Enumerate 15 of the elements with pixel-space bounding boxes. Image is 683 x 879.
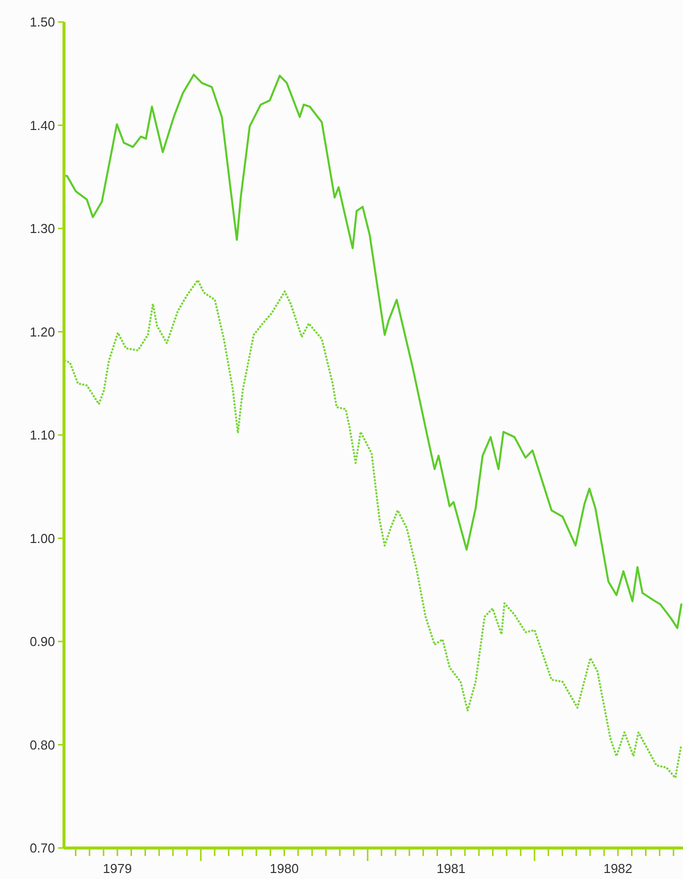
- line-series: [64, 74, 682, 630]
- x-tick-label: 1980: [270, 861, 299, 876]
- y-tick-label: 0.70: [30, 840, 55, 856]
- y-tick-label: 0.80: [30, 737, 55, 752]
- y-tick-label: 1.00: [30, 530, 55, 546]
- y-tick-label: 1.30: [30, 221, 55, 236]
- x-tick-label: 1982: [603, 861, 632, 876]
- y-tick-label: 1.50: [30, 14, 55, 30]
- y-tick-label: 1.10: [30, 428, 55, 443]
- y-tick-label: 1.20: [30, 324, 55, 340]
- x-tick-label: 1981: [436, 861, 466, 876]
- x-tick-label: 1979: [102, 861, 132, 876]
- line-series: [64, 279, 682, 779]
- y-tick-label: 1.40: [30, 118, 55, 133]
- y-tick-label: 0.90: [30, 634, 55, 650]
